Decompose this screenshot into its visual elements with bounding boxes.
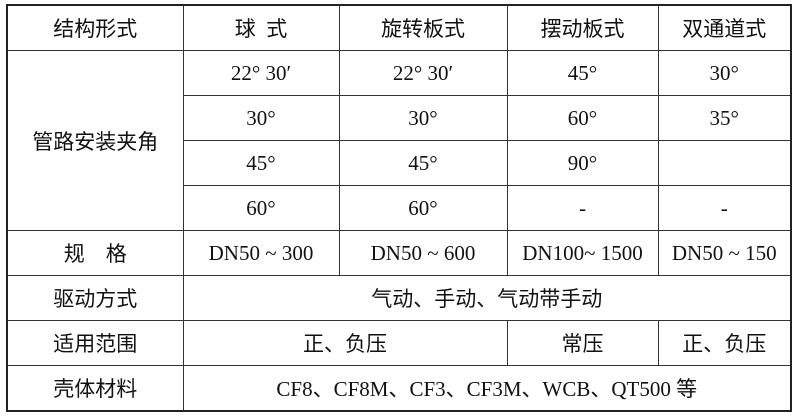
range-label: 适用范围 [6,320,184,366]
material-label: 壳体材料 [6,365,184,412]
angle-cell: 45° [182,140,340,186]
valve-spec-table: 结构形式 球 式 旋转板式 摆动板式 双通道式 管路安装夹角 22° 30′ 2… [6,4,792,412]
angle-cell: - [657,185,792,231]
spec-label: 规 格 [6,230,184,276]
range-row: 适用范围 正、负压 常压 正、负压 [6,320,792,366]
type-rotary-plate: 旋转板式 [338,4,508,51]
range-cell: 正、负压 [182,320,508,366]
spec-cell: DN50 ~ 150 [657,230,792,276]
type-dual-channel: 双通道式 [657,4,792,51]
range-cell: 常压 [506,320,659,366]
angle-cell: 30° [657,50,792,96]
angle-cell: - [506,185,659,231]
angle-cell: 60° [182,185,340,231]
angle-cell: 60° [506,95,659,141]
angle-cell: 22° 30′ [338,50,508,96]
angle-row: 60° 60° - - [7,185,792,231]
header-label: 结构形式 [6,4,184,51]
angle-label: 管路安装夹角 [6,50,184,231]
type-ball: 球 式 [182,4,340,51]
type-swing-plate: 摆动板式 [506,4,659,51]
spec-cell: DN100~ 1500 [506,230,659,276]
angle-cell: 22° 30′ [182,50,340,96]
drive-row: 驱动方式 气动、手动、气动带手动 [6,275,792,321]
angle-cell: 60° [338,185,508,231]
angle-cell: 90° [506,140,659,186]
drive-value: 气动、手动、气动带手动 [182,275,792,321]
material-row: 壳体材料 CF8、CF8M、CF3、CF3M、WCB、QT500 等 [6,365,792,412]
angle-cell: 45° [506,50,659,96]
angle-cell: 45° [338,140,508,186]
angle-row: 管路安装夹角 22° 30′ 22° 30′ 45° 30° [6,50,792,231]
angle-cell: 35° [657,95,792,141]
drive-label: 驱动方式 [6,275,184,321]
spec-row: 规 格 DN50 ~ 300 DN50 ~ 600 DN100~ 1500 DN… [6,230,792,276]
header-row: 结构形式 球 式 旋转板式 摆动板式 双通道式 [6,4,792,51]
angle-cell: 30° [338,95,508,141]
material-value: CF8、CF8M、CF3、CF3M、WCB、QT500 等 [182,365,792,412]
angle-cell: 30° [182,95,340,141]
spec-cell: DN50 ~ 300 [182,230,340,276]
spec-cell: DN50 ~ 600 [338,230,508,276]
angle-cell [657,140,792,186]
range-cell: 正、负压 [657,320,792,366]
